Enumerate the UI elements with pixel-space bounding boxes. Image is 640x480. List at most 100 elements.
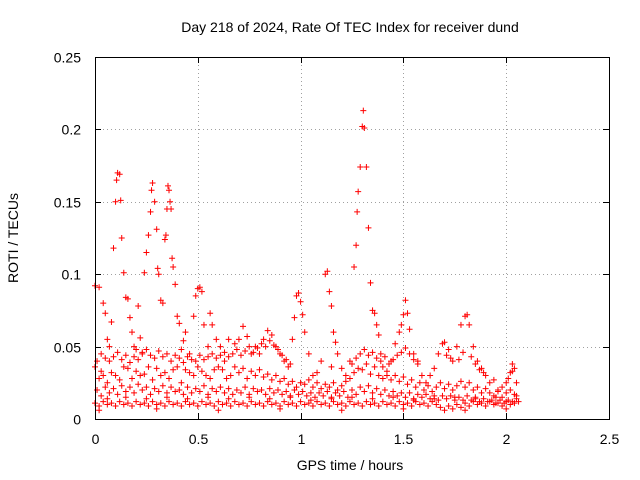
data-point <box>410 397 417 404</box>
data-point <box>386 360 393 367</box>
data-point <box>133 368 140 375</box>
data-point <box>392 372 399 379</box>
data-point <box>151 355 158 362</box>
data-point <box>318 401 325 408</box>
data-point <box>170 366 177 373</box>
data-point <box>326 384 333 391</box>
data-point <box>151 198 158 205</box>
data-point <box>104 336 111 343</box>
data-point <box>307 397 314 404</box>
data-point <box>383 368 390 375</box>
data-point <box>503 379 510 386</box>
data-point <box>492 394 499 401</box>
data-point <box>457 404 464 411</box>
data-point <box>400 311 407 318</box>
data-point <box>334 401 341 408</box>
data-point <box>203 372 210 379</box>
data-point <box>135 303 142 310</box>
data-point <box>281 398 288 405</box>
data-point <box>122 394 129 401</box>
data-point <box>167 198 174 205</box>
data-point <box>264 327 271 334</box>
data-point <box>231 398 238 405</box>
data-point <box>309 372 316 379</box>
data-point <box>112 372 119 379</box>
data-point <box>505 375 512 382</box>
data-point <box>377 358 384 365</box>
data-point <box>375 402 382 409</box>
data-point <box>145 402 152 409</box>
tick-layer <box>95 57 610 420</box>
data-point <box>464 311 471 318</box>
data-point <box>227 372 234 379</box>
data-point <box>110 245 117 252</box>
data-point <box>404 400 411 407</box>
data-point <box>154 265 161 272</box>
data-point <box>305 376 312 383</box>
data-point <box>425 402 432 409</box>
data-point <box>349 394 355 401</box>
data-point <box>200 382 207 389</box>
data-point <box>192 292 199 299</box>
data-point <box>200 356 207 363</box>
data-point <box>291 387 298 394</box>
data-point <box>309 384 316 391</box>
data-point <box>423 391 430 398</box>
data-point <box>499 384 506 391</box>
data-point <box>437 379 444 386</box>
data-point <box>272 400 279 407</box>
data-point <box>287 394 294 401</box>
data-point <box>256 366 263 373</box>
data-point <box>297 379 304 386</box>
data-point <box>297 298 304 305</box>
data-point <box>346 398 353 405</box>
data-point <box>513 379 520 386</box>
y-tick-label: 0 <box>73 412 81 428</box>
data-point <box>400 405 407 412</box>
data-point <box>396 378 403 385</box>
data-point <box>157 372 164 379</box>
data-point <box>145 232 152 239</box>
data-point <box>227 402 234 409</box>
data-point <box>435 350 442 357</box>
data-point <box>184 353 191 360</box>
data-point <box>100 372 107 379</box>
data-point <box>135 356 142 363</box>
data-point <box>468 353 475 360</box>
data-point <box>215 407 222 414</box>
data-point <box>135 381 142 388</box>
data-point <box>229 391 236 398</box>
data-point <box>303 392 310 399</box>
data-point <box>129 375 136 382</box>
data-point <box>447 355 454 362</box>
data-point <box>357 384 364 391</box>
data-point <box>482 385 489 392</box>
data-point <box>406 350 413 357</box>
data-point <box>309 402 316 409</box>
data-point <box>431 395 438 402</box>
data-point <box>235 369 242 376</box>
data-point <box>98 350 105 357</box>
data-point <box>252 372 259 379</box>
data-point <box>305 350 312 357</box>
data-point <box>326 288 333 295</box>
data-point <box>270 342 277 349</box>
data-point <box>170 401 177 408</box>
data-point <box>435 397 442 404</box>
data-point <box>371 363 378 370</box>
data-point <box>316 389 323 396</box>
data-point <box>351 369 358 376</box>
data-point <box>168 384 175 391</box>
plot-frame <box>95 57 610 420</box>
data-point <box>258 387 265 394</box>
data-point <box>494 388 501 395</box>
data-point <box>240 400 247 407</box>
data-point <box>283 356 290 363</box>
data-point <box>375 372 382 379</box>
data-point <box>231 340 238 347</box>
data-point <box>404 310 411 317</box>
data-point <box>433 384 440 391</box>
data-point <box>342 378 349 385</box>
data-point <box>102 384 109 391</box>
data-point <box>178 402 185 409</box>
